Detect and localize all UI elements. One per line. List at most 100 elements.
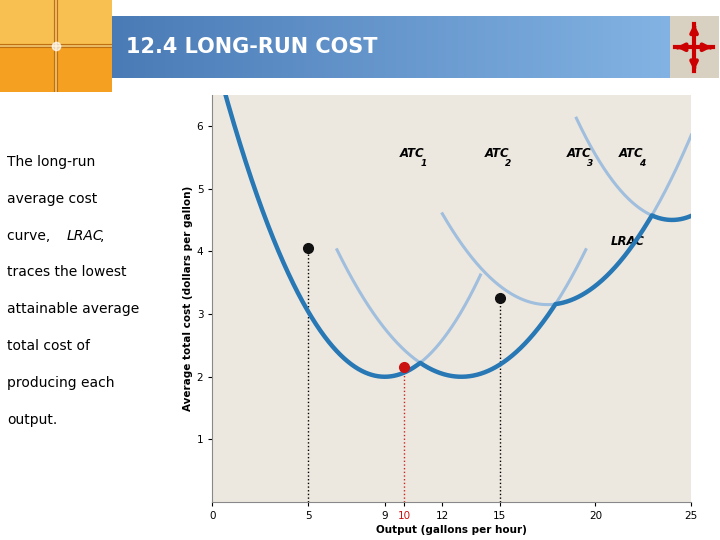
- Bar: [338, 16, 341, 78]
- Bar: [304, 16, 307, 78]
- Bar: [210, 16, 212, 78]
- Bar: [402, 16, 405, 78]
- Bar: [207, 16, 210, 78]
- Bar: [326, 16, 329, 78]
- Bar: [622, 16, 625, 78]
- Bar: [619, 16, 622, 78]
- Bar: [215, 16, 217, 78]
- Bar: [405, 16, 408, 78]
- Bar: [377, 16, 379, 78]
- Bar: [284, 16, 287, 78]
- Bar: [508, 16, 510, 78]
- Bar: [237, 16, 240, 78]
- Bar: [564, 16, 567, 78]
- Bar: [631, 16, 634, 78]
- X-axis label: Output (gallons per hour): Output (gallons per hour): [377, 525, 527, 535]
- Bar: [522, 16, 524, 78]
- Bar: [642, 16, 644, 78]
- Text: ATC: ATC: [567, 147, 591, 160]
- Bar: [382, 16, 385, 78]
- Bar: [226, 16, 229, 78]
- Bar: [332, 16, 335, 78]
- Bar: [368, 16, 371, 78]
- Bar: [170, 16, 173, 78]
- Text: 12.4 LONG-RUN COST: 12.4 LONG-RUN COST: [125, 37, 377, 57]
- Bar: [418, 16, 421, 78]
- Text: curve,: curve,: [7, 228, 55, 242]
- Bar: [460, 16, 463, 78]
- Bar: [424, 16, 427, 78]
- Bar: [594, 16, 597, 78]
- Text: 2: 2: [505, 159, 510, 168]
- Bar: [240, 16, 243, 78]
- Bar: [302, 16, 304, 78]
- Bar: [212, 16, 215, 78]
- Bar: [589, 16, 591, 78]
- Bar: [276, 16, 279, 78]
- Bar: [567, 16, 569, 78]
- Bar: [650, 16, 653, 78]
- Bar: [117, 16, 120, 78]
- Bar: [363, 16, 366, 78]
- Bar: [577, 16, 580, 78]
- Bar: [162, 16, 165, 78]
- Bar: [0, 0, 112, 46]
- Bar: [539, 16, 541, 78]
- Bar: [575, 16, 577, 78]
- Bar: [544, 16, 547, 78]
- Bar: [190, 16, 192, 78]
- Bar: [134, 16, 137, 78]
- Bar: [606, 16, 608, 78]
- Bar: [653, 16, 656, 78]
- Text: The long-run: The long-run: [7, 154, 96, 168]
- Bar: [625, 16, 628, 78]
- Bar: [290, 16, 293, 78]
- Bar: [343, 16, 346, 78]
- Text: average cost: average cost: [7, 192, 97, 206]
- Bar: [586, 16, 589, 78]
- Bar: [348, 16, 351, 78]
- Text: 4: 4: [639, 159, 645, 168]
- Bar: [156, 16, 159, 78]
- Bar: [120, 16, 122, 78]
- Bar: [145, 16, 148, 78]
- Bar: [558, 16, 561, 78]
- Bar: [524, 16, 527, 78]
- Bar: [296, 16, 299, 78]
- Bar: [307, 16, 310, 78]
- Bar: [477, 16, 480, 78]
- Bar: [616, 16, 619, 78]
- Bar: [639, 16, 642, 78]
- Bar: [513, 16, 516, 78]
- Bar: [195, 16, 198, 78]
- Bar: [122, 16, 125, 78]
- Bar: [667, 16, 670, 78]
- Bar: [248, 16, 251, 78]
- Bar: [433, 16, 435, 78]
- Bar: [472, 16, 474, 78]
- Bar: [446, 16, 449, 78]
- Bar: [408, 16, 410, 78]
- Bar: [357, 16, 360, 78]
- Bar: [125, 16, 128, 78]
- Y-axis label: Average total cost (dollars per gallon): Average total cost (dollars per gallon): [183, 186, 192, 411]
- Bar: [243, 16, 246, 78]
- Bar: [274, 16, 276, 78]
- Bar: [547, 16, 549, 78]
- Bar: [321, 16, 324, 78]
- Bar: [664, 16, 667, 78]
- Bar: [254, 16, 257, 78]
- Bar: [549, 16, 552, 78]
- Bar: [223, 16, 226, 78]
- Bar: [449, 16, 452, 78]
- Bar: [318, 16, 321, 78]
- Bar: [583, 16, 586, 78]
- Bar: [140, 16, 143, 78]
- Bar: [299, 16, 301, 78]
- Bar: [329, 16, 332, 78]
- Bar: [268, 16, 271, 78]
- Text: 1: 1: [420, 159, 426, 168]
- Bar: [516, 16, 519, 78]
- Bar: [310, 16, 312, 78]
- Bar: [488, 16, 491, 78]
